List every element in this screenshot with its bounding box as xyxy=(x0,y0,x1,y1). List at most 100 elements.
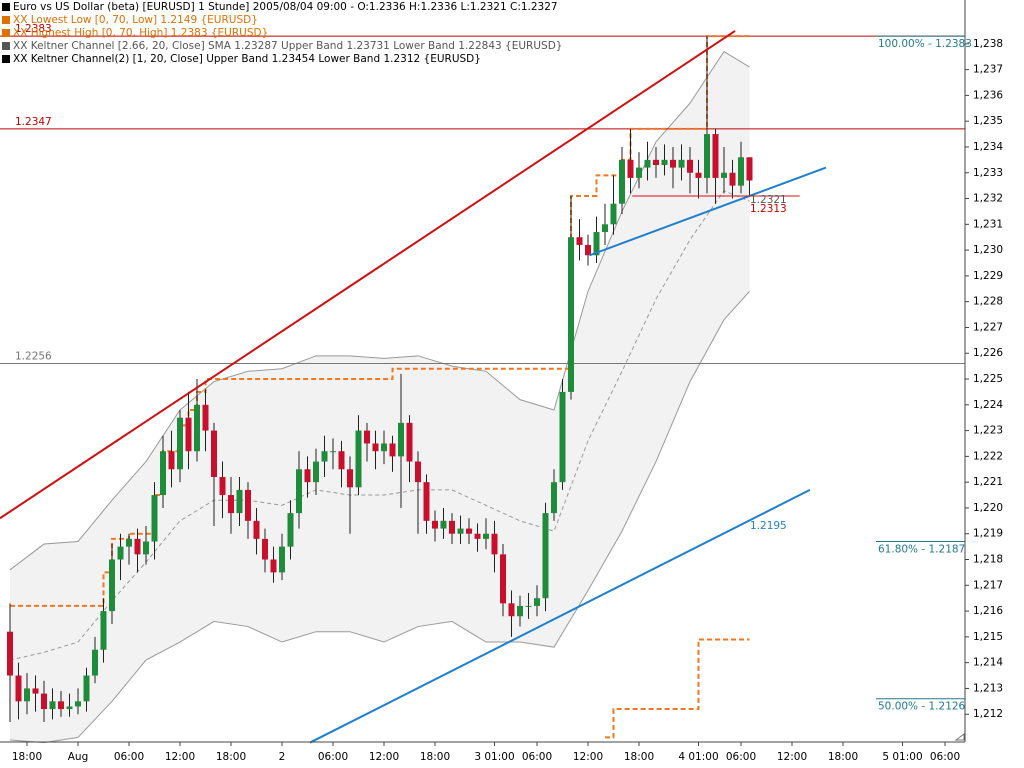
candle-body xyxy=(330,451,336,453)
scroll-marker xyxy=(954,733,965,741)
trend-line xyxy=(0,30,736,520)
y-tick-label: 1,238 xyxy=(973,38,1003,50)
candle-body xyxy=(474,533,481,539)
band-line xyxy=(9,190,750,661)
candle-body xyxy=(500,554,506,604)
y-tick-label: 1,215 xyxy=(973,631,1003,643)
x-tick-label: 12:00 xyxy=(165,751,195,763)
x-tick-label: 2 xyxy=(279,751,286,763)
legend-icon xyxy=(2,42,10,50)
candle-body xyxy=(151,495,158,542)
level-label: 1.2256 xyxy=(15,351,52,363)
candle-body xyxy=(109,559,115,612)
candle-body xyxy=(636,167,642,178)
candle-body xyxy=(389,443,396,457)
step-line xyxy=(605,638,750,739)
candle-body xyxy=(228,495,234,514)
candle-body xyxy=(721,172,727,178)
y-tick-label: 1,217 xyxy=(973,579,1003,591)
legend-icon xyxy=(2,29,10,37)
candle-body xyxy=(202,404,209,431)
candle-body xyxy=(296,469,302,514)
legend-text: XX Highest High [0, 70, High] 1.2383 {EU… xyxy=(13,27,268,39)
candle-body xyxy=(687,159,693,173)
y-tick-label: 1,230 xyxy=(973,244,1003,256)
candle-body xyxy=(253,520,260,539)
candle-body xyxy=(270,559,277,573)
y-tick-label: 1,221 xyxy=(973,476,1003,488)
annotation: 1.2321 xyxy=(750,194,787,206)
candle-body xyxy=(313,461,319,483)
candle-body xyxy=(304,469,311,483)
x-tick-label: Aug xyxy=(68,751,89,763)
y-tick-label: 1,228 xyxy=(973,296,1003,308)
candle-body xyxy=(619,159,625,204)
band-line xyxy=(9,291,750,744)
candle-body xyxy=(92,649,98,676)
band-line xyxy=(9,50,750,571)
x-tick-label: 5 01:00 xyxy=(882,751,922,763)
candle-body xyxy=(100,611,107,650)
candle-body xyxy=(364,430,370,444)
candle-body xyxy=(143,541,149,555)
candle-body xyxy=(7,631,13,676)
legend-icon xyxy=(2,55,10,63)
y-tick-label: 1,231 xyxy=(973,218,1003,230)
level-label: 1.2347 xyxy=(15,116,52,128)
candle-body xyxy=(534,598,540,606)
candle-body xyxy=(32,688,39,694)
candle-body xyxy=(321,451,328,462)
fibo-label: 50.00% - 1.2126 xyxy=(878,701,966,713)
candle-body xyxy=(423,482,430,521)
candle-body xyxy=(483,533,489,539)
y-tick-label: 1,216 xyxy=(973,605,1003,617)
candle-body xyxy=(262,538,268,560)
candle-body xyxy=(432,520,438,529)
candle-body xyxy=(211,430,217,478)
candle-body xyxy=(126,538,132,547)
candle-body xyxy=(712,134,719,178)
candle-body xyxy=(58,701,64,710)
candle-body xyxy=(593,232,600,256)
candle-body xyxy=(525,605,532,607)
candle-body xyxy=(236,489,243,514)
fibo-label: 100.00% - 1.2383 xyxy=(878,38,972,50)
candle-body xyxy=(449,520,455,534)
y-tick-label: 1,225 xyxy=(973,373,1003,385)
candle-body xyxy=(168,451,175,470)
candle-body xyxy=(585,244,591,256)
y-tick-label: 1,229 xyxy=(973,270,1003,282)
fibo-label: 61.80% - 1.2187 xyxy=(878,543,965,555)
candle-body xyxy=(41,693,47,710)
y-tick-label: 1,222 xyxy=(973,450,1003,462)
y-tick-label: 1,224 xyxy=(973,399,1003,411)
y-tick-label: 1,236 xyxy=(973,89,1003,101)
candle-body xyxy=(15,675,22,702)
candle-body xyxy=(602,224,608,233)
candle-body xyxy=(49,701,56,710)
candle-body xyxy=(347,469,353,488)
candle-body xyxy=(194,404,200,452)
candle-body xyxy=(576,237,583,245)
candle-body xyxy=(491,533,498,555)
candle-body xyxy=(398,422,404,457)
x-tick-label: 18:00 xyxy=(828,751,858,763)
candle-body xyxy=(381,443,387,452)
candle-body xyxy=(466,528,472,534)
band-fill xyxy=(10,51,750,743)
candle-body xyxy=(75,701,81,707)
candle-body xyxy=(746,157,753,181)
candle-body xyxy=(457,528,464,534)
legend-icon xyxy=(2,16,10,24)
x-tick-label: 3 01:00 xyxy=(474,751,514,763)
candle-body xyxy=(415,461,421,483)
candle-body xyxy=(117,546,124,560)
legend-text: Euro vs US Dollar (beta) [EURUSD] 1 Stun… xyxy=(13,1,558,13)
y-tick-label: 1,219 xyxy=(973,528,1003,540)
y-tick-label: 1,235 xyxy=(973,115,1003,127)
y-tick-label: 1,213 xyxy=(973,682,1003,694)
candle-body xyxy=(83,675,90,702)
trend-line xyxy=(309,489,811,744)
candle-body xyxy=(738,157,744,186)
